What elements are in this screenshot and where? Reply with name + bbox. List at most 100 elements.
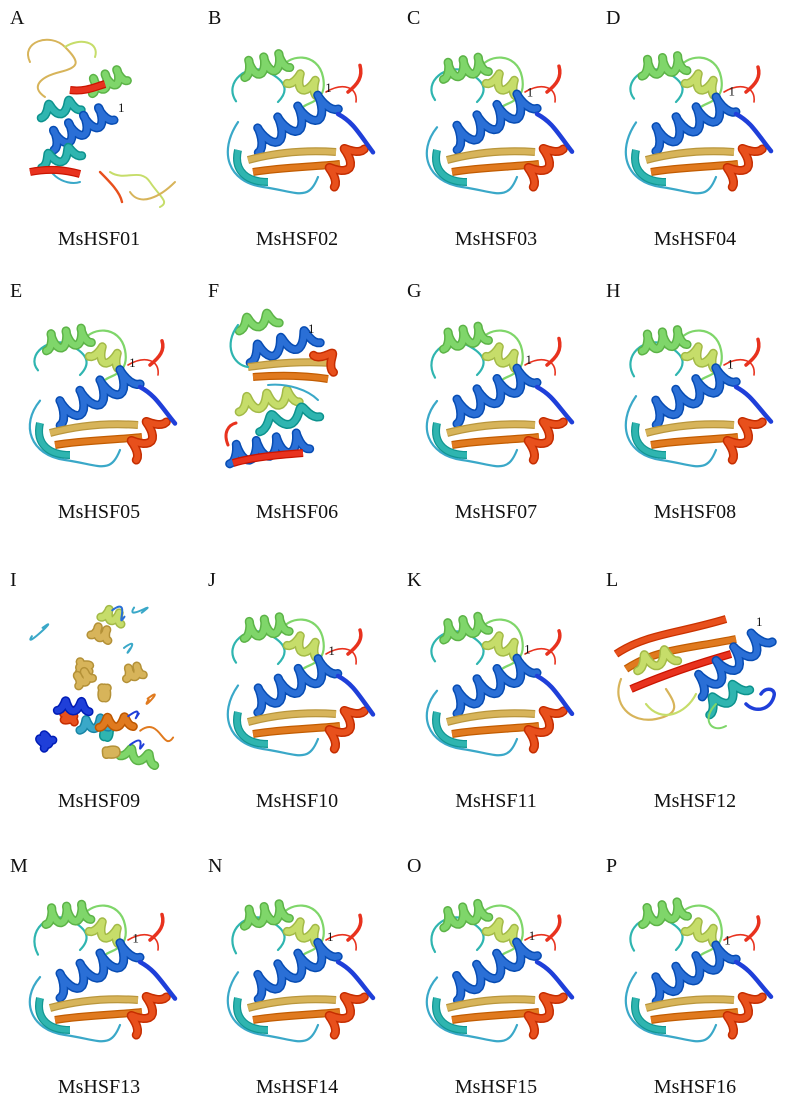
c-terminus-tail [545,914,562,942]
c-terminus-tail [744,337,761,367]
protein-name-caption: MsHSF09 [57,790,141,812]
alpha-helix [86,622,113,645]
beta-strand [246,709,337,726]
alpha-helix [651,92,741,156]
alpha-helix [240,49,295,83]
protein-name-caption: MsHSF06 [255,501,339,523]
protein-structure-image: 1 [407,32,587,210]
n-terminus-tail [335,959,376,1001]
panel-letter: K [407,569,422,591]
n-terminus-tail [335,111,376,155]
protein-name-caption: MsHSF04 [653,228,737,250]
alpha-helix [49,103,119,155]
protein-structure-image: 1 [407,305,587,483]
coil-loop [425,126,519,195]
alpha-helix [324,144,369,192]
c-terminus-tail [346,913,363,942]
panel-letter: I [10,569,17,591]
alpha-helix [36,95,86,123]
figure-grid: A 1 MsHSF01 B 1 MsHSF02 C 1 MsHSF03 D 1 … [0,0,777,1098]
residue-1-label: 1 [729,83,736,98]
ribbon-diagram: 1 [28,323,178,468]
coil-loop [723,934,755,951]
alpha-helix [253,654,343,717]
coil-loop [64,40,97,58]
coil-loop [524,86,556,103]
ribbon-diagram [29,604,175,770]
residue-1-label: 1 [328,643,335,658]
coil-loop [475,329,524,382]
alpha-helix [481,342,521,374]
alpha-helix [96,604,126,629]
alpha-helix [234,308,284,336]
n-terminus-tail [137,959,178,1001]
coil-loop [276,618,325,671]
alpha-helix [309,348,338,377]
residue-1-label: 1 [724,932,731,947]
coil-loop [624,971,718,1043]
structure-panel-c: C 1 MsHSF03 [397,0,595,270]
alpha-helix [439,321,493,354]
ribbon-diagram: 1 [226,49,376,195]
coil-loop [617,677,676,721]
alpha-helix [72,666,97,691]
beta-strand [631,149,667,186]
alpha-helix [680,69,720,101]
ribbon-diagram: 1 [624,325,774,468]
alpha-helix [234,385,304,417]
beta-strand [432,149,468,186]
alpha-helix [52,696,94,717]
structure-panel-e: E 1 MsHSF05 [0,273,198,543]
coil-loop [707,703,727,730]
coil-loop [524,934,556,951]
coil-loop [325,648,357,665]
alpha-helix [239,899,294,931]
residue-1-label: 1 [529,928,536,943]
c-terminus-tail [98,170,124,204]
coil-loop [276,904,325,957]
beta-strand [613,615,728,658]
coil-loop [475,618,524,671]
alpha-helix [41,899,96,929]
protein-name-caption: MsHSF02 [255,228,339,250]
c-terminus-tail [224,421,238,447]
alpha-helix [97,683,112,703]
beta-strand [35,422,71,459]
structure-panel-b: B 1 MsHSF02 [198,0,396,270]
beta-strand [246,995,337,1012]
coil-loop [226,971,320,1043]
structure-panel-g: G 1 MsHSF07 [397,273,595,543]
beta-strand [644,147,735,164]
structure-panel-i: I MsHSF09 [0,562,198,832]
alpha-helix [37,142,87,173]
alpha-helix [282,917,322,949]
panel-letter: N [208,855,223,877]
protein-structure-image: 1 [10,880,190,1058]
coil-loop [276,56,325,109]
n-terminus-tail [733,959,774,999]
residue-1-label: 1 [527,85,534,100]
alpha-helix [651,940,741,1007]
residue-1-label: 1 [526,352,533,367]
coil-loop [28,976,122,1043]
panel-letter: H [606,280,621,302]
protein-structure-image: 1 [407,880,587,1058]
panel-letter: B [208,7,222,29]
residue-1-label: 1 [132,931,139,946]
beta-strand [631,422,667,459]
alpha-helix [55,938,145,1003]
protein-structure-image: 1 [10,32,190,210]
coil-loop [624,395,718,468]
c-terminus-tail [545,629,562,656]
protein-structure-image: 1 [407,594,587,772]
n-terminus-tail [534,673,575,717]
alpha-helix [41,323,96,356]
protein-name-caption: MsHSF03 [454,228,538,250]
ribbon-diagram: 1 [425,52,575,195]
coil-loop [145,693,156,705]
beta-strand [48,995,139,1012]
ribbon-diagram: 1 [624,51,774,195]
alpha-helix [680,342,720,374]
protein-structure-image [10,594,190,772]
n-terminus-tail [335,673,376,717]
